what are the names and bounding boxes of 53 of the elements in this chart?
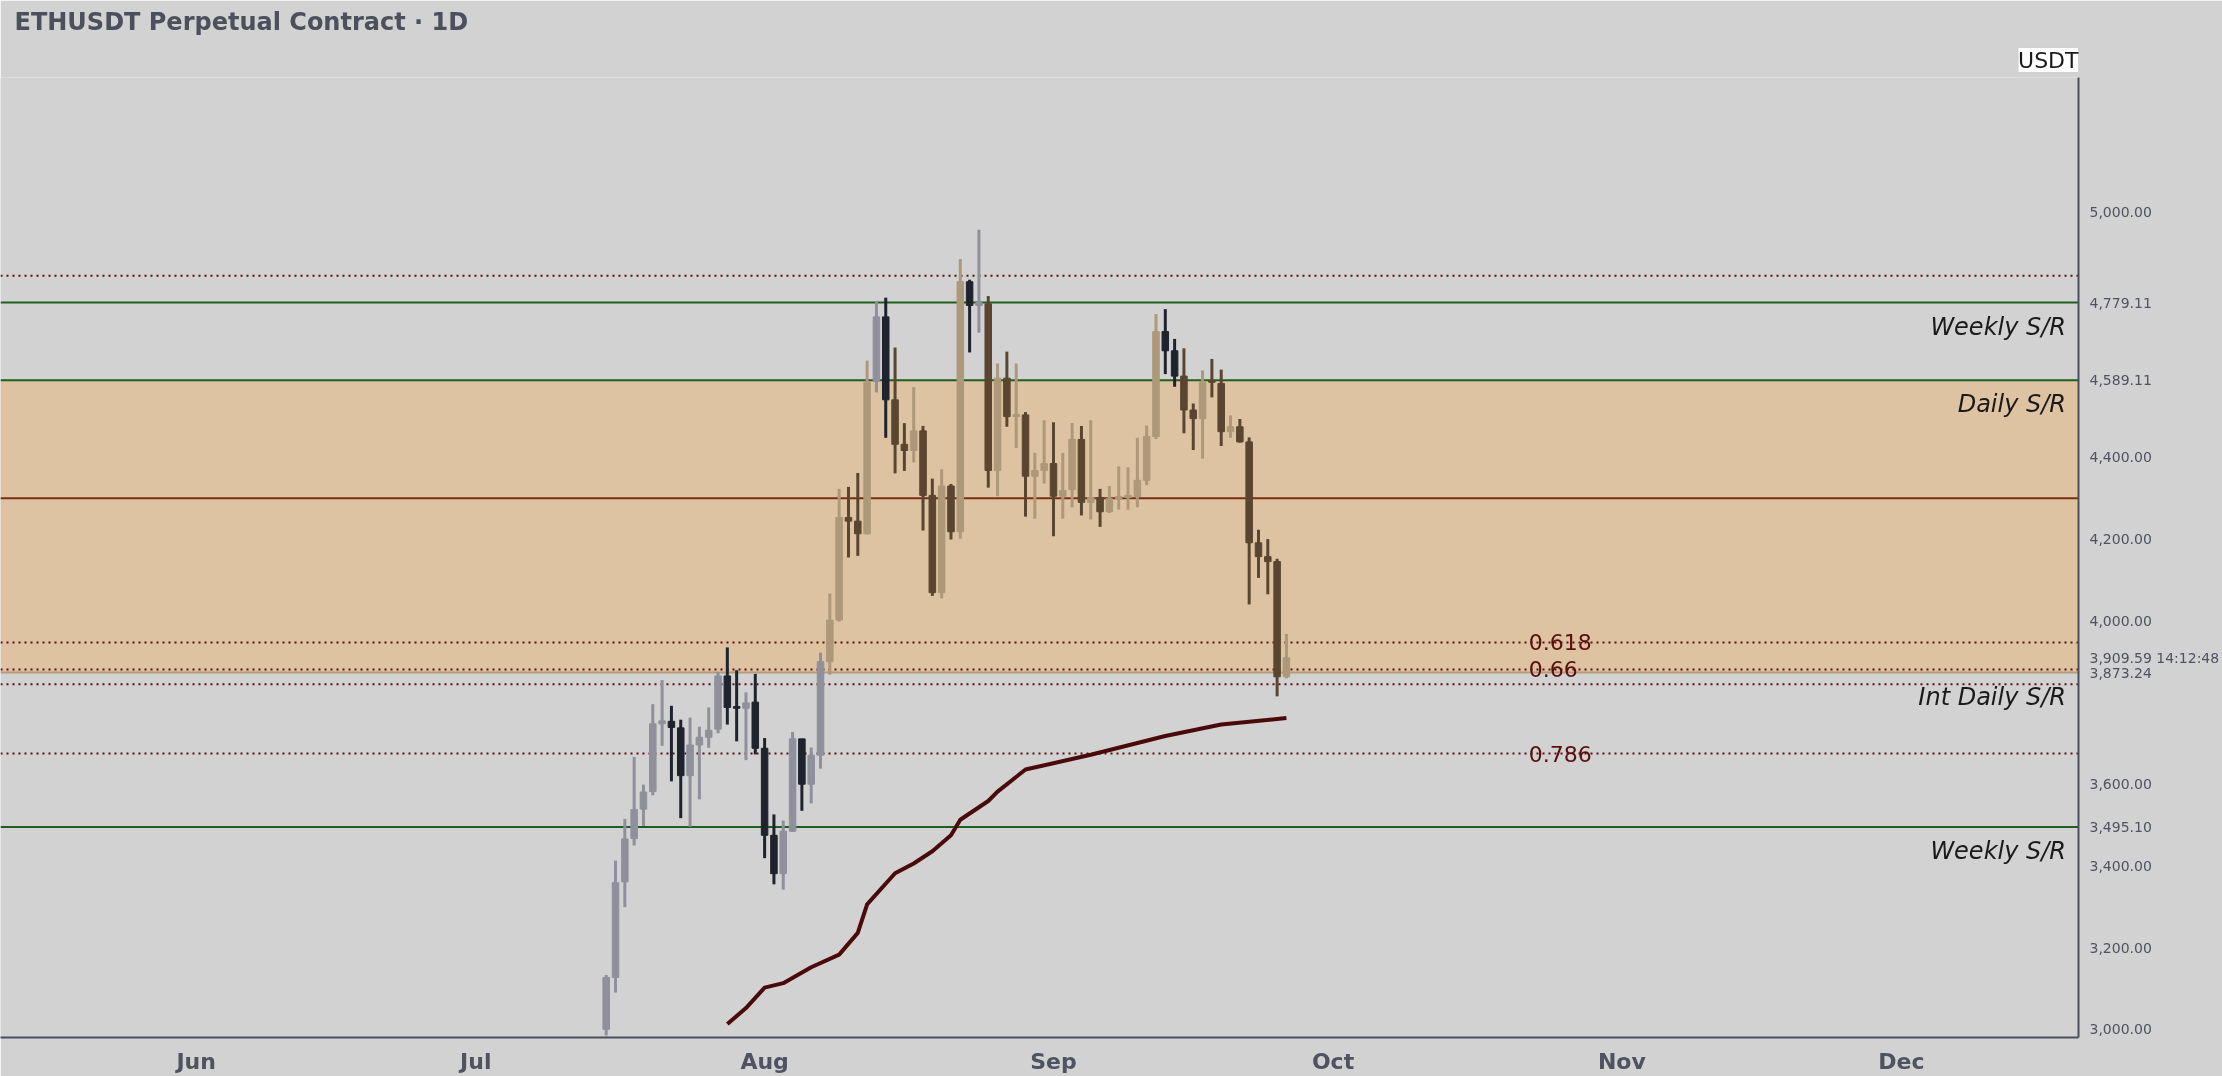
candlestick (1105, 486, 1114, 513)
y-tick-label: 4,400.00 (2089, 449, 2152, 466)
x-tick-label: Aug (740, 1048, 789, 1074)
candlestick (742, 692, 750, 762)
candlestick (1208, 357, 1216, 398)
candlestick (965, 279, 974, 353)
candlestick (854, 471, 862, 556)
y-tick-label: 3,495.10 (2089, 819, 2152, 836)
y-tick-label: 4,589.11 (2089, 372, 2152, 389)
y-tick-label: 3,909.59 14:12:48 (2089, 649, 2220, 666)
text: USDT (2018, 47, 2080, 73)
x-tick-label: Dec (1878, 1048, 1925, 1074)
line-series (725, 716, 1289, 1027)
y-tick-label: 4,779.11 (2089, 294, 2152, 311)
y-tick-label: 3,000.00 (2089, 1021, 2152, 1038)
annotation: 0.618 (1528, 630, 1592, 656)
candlestick (1226, 415, 1235, 438)
y-tick-label: 3,400.00 (2089, 857, 2152, 874)
candlestick (1161, 309, 1170, 376)
y-tick-label: 3,600.00 (2089, 776, 2152, 793)
ref-line-label: Daily S/R (1957, 390, 2067, 419)
chart-title: ETHUSDT Perpetual Contract · 1D (14, 7, 469, 36)
y-tick-label: 3,873.24 (2089, 664, 2152, 681)
ref-line-label: Int Daily S/R (1918, 682, 2067, 711)
candlestick (1096, 487, 1104, 527)
candlestick (1189, 403, 1198, 452)
candlestick (975, 228, 983, 333)
candlestick (1059, 452, 1067, 519)
y-tick-label: 4,200.00 (2089, 531, 2152, 548)
ref-line-label: Weekly S/R (1930, 312, 2067, 341)
x-tick-label: Oct (1311, 1048, 1355, 1074)
candlestick (658, 680, 666, 746)
candlestick (844, 485, 853, 558)
x-tick-label: Jul (458, 1048, 492, 1074)
candlestick (1236, 419, 1244, 443)
y-tick-label: 3,200.00 (2089, 939, 2152, 956)
candlestick (695, 726, 704, 800)
y-tick-label: 4,000.00 (2089, 612, 2152, 629)
x-tick-label: Jun (174, 1048, 216, 1074)
ref-line-label: Weekly S/R (1930, 837, 2067, 866)
candlestick (1254, 529, 1263, 578)
x-tick-label: Nov (1597, 1048, 1647, 1074)
x-tick-label: Sep (1030, 1048, 1077, 1074)
annotation: 0.66 (1528, 657, 1578, 683)
y-tick-label: 5,000.00 (2089, 204, 2152, 221)
candlestick (667, 704, 676, 782)
candlestick (1086, 420, 1095, 520)
candlestick (909, 387, 918, 463)
annotation: 0.786 (1528, 741, 1592, 767)
candlestick (1012, 363, 1020, 449)
candlestick (732, 670, 741, 742)
candlestick (639, 784, 648, 826)
candlestick (704, 707, 713, 748)
